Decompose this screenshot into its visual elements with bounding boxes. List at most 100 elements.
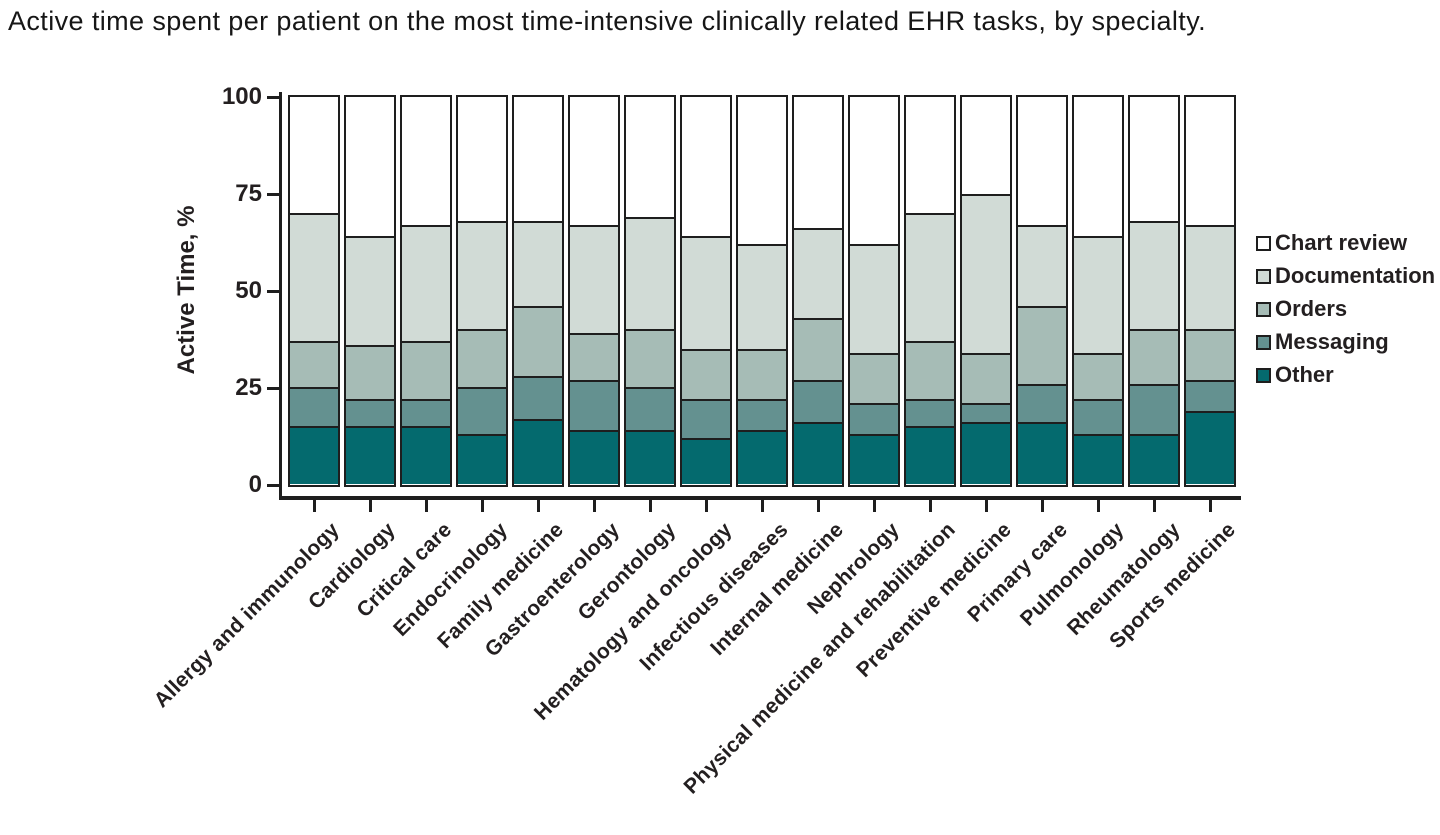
segment-chart-review <box>1017 96 1066 225</box>
segment-orders <box>905 340 954 400</box>
x-tick <box>984 500 988 512</box>
bar-pulmonology <box>1071 94 1124 487</box>
segment-chart-review <box>1129 96 1178 221</box>
y-tick <box>267 95 279 99</box>
x-tick <box>592 500 596 512</box>
legend-label-orders: Orders <box>1275 296 1348 321</box>
legend-swatch-documentation <box>1256 269 1271 284</box>
segment-orders <box>737 348 786 400</box>
segment-documentation <box>793 228 842 318</box>
legend-label-messaging: Messaging <box>1275 329 1389 354</box>
bar-physical-medicine-and-rehabilitation <box>903 94 956 487</box>
y-tick <box>267 289 279 293</box>
segment-documentation <box>401 224 450 341</box>
segment-chart-review <box>961 96 1010 194</box>
segment-orders <box>1073 352 1122 400</box>
segment-other <box>793 422 842 485</box>
segment-orders <box>513 306 562 376</box>
x-tick <box>704 500 708 512</box>
segment-documentation <box>1185 224 1234 330</box>
x-tick <box>1208 500 1212 512</box>
segment-chart-review <box>625 96 674 217</box>
segment-chart-review <box>289 96 338 213</box>
segment-chart-review <box>457 96 506 221</box>
y-tick-label: 100 <box>221 83 262 110</box>
legend-label-documentation: Documentation <box>1275 263 1436 288</box>
segment-orders <box>961 352 1010 404</box>
segment-other <box>625 430 674 485</box>
segment-messaging <box>457 387 506 435</box>
segment-chart-review <box>513 96 562 221</box>
bar-rheumatology <box>1127 94 1180 487</box>
segment-messaging <box>289 387 338 427</box>
segment-messaging <box>513 375 562 419</box>
x-tick <box>816 500 820 512</box>
segment-chart-review <box>793 96 842 229</box>
x-tick <box>480 500 484 512</box>
segment-messaging <box>961 403 1010 423</box>
segment-documentation <box>457 220 506 330</box>
segment-other <box>1017 422 1066 485</box>
x-tick <box>1152 500 1156 512</box>
y-tick-label: 75 <box>235 180 262 207</box>
segment-messaging <box>737 399 786 431</box>
bar-cardiology <box>343 94 396 487</box>
bar-family-medicine <box>511 94 564 487</box>
segment-documentation <box>961 193 1010 353</box>
x-tick <box>1040 500 1044 512</box>
x-tick <box>1096 500 1100 512</box>
segment-other <box>849 434 898 485</box>
segment-orders <box>569 333 618 380</box>
segment-other <box>737 430 786 485</box>
x-tick <box>424 500 428 512</box>
segment-messaging <box>1129 383 1178 435</box>
legend-swatch-chart-review <box>1256 236 1271 251</box>
segment-other <box>681 437 730 485</box>
x-tick <box>368 500 372 512</box>
segment-documentation <box>681 236 730 349</box>
segment-other <box>401 426 450 485</box>
segment-messaging <box>1185 379 1234 411</box>
bar-preventive-medicine <box>959 94 1012 487</box>
bar-gerontology <box>623 94 676 487</box>
segment-documentation <box>625 216 674 330</box>
bar-endocrinology <box>455 94 508 487</box>
segment-documentation <box>1017 224 1066 306</box>
bar-sports-medicine <box>1183 94 1236 487</box>
segment-chart-review <box>1185 96 1234 225</box>
y-tick <box>267 483 279 487</box>
bar-critical-care <box>399 94 452 487</box>
legend-swatch-orders <box>1256 302 1271 317</box>
segment-documentation <box>345 236 394 345</box>
segment-other <box>289 426 338 485</box>
x-tick <box>760 500 764 512</box>
x-tick <box>872 500 876 512</box>
segment-chart-review <box>681 96 730 237</box>
segment-other <box>1129 434 1178 485</box>
segment-messaging <box>625 387 674 431</box>
segment-orders <box>289 340 338 388</box>
bar-gastroenterology <box>567 94 620 487</box>
segment-messaging <box>1073 399 1122 435</box>
segment-other <box>513 418 562 485</box>
y-tick-label: 0 <box>248 471 262 498</box>
segment-messaging <box>401 399 450 427</box>
legend-swatch-other <box>1256 368 1271 383</box>
bar-infectious-diseases <box>735 94 788 487</box>
segment-orders <box>793 317 842 380</box>
segment-documentation <box>737 243 786 349</box>
segment-chart-review <box>737 96 786 244</box>
segment-messaging <box>681 399 730 438</box>
x-tick <box>536 500 540 512</box>
bar-allergy-and-immunology <box>287 94 340 487</box>
x-axis-spine <box>279 496 1241 500</box>
segment-chart-review <box>569 96 618 225</box>
segment-orders <box>681 348 730 400</box>
segment-other <box>1073 434 1122 485</box>
segment-chart-review <box>849 96 898 244</box>
segment-documentation <box>1129 220 1178 330</box>
bar-primary-care <box>1015 94 1068 487</box>
segment-documentation <box>513 220 562 307</box>
legend-label-chart-review: Chart review <box>1275 230 1408 255</box>
